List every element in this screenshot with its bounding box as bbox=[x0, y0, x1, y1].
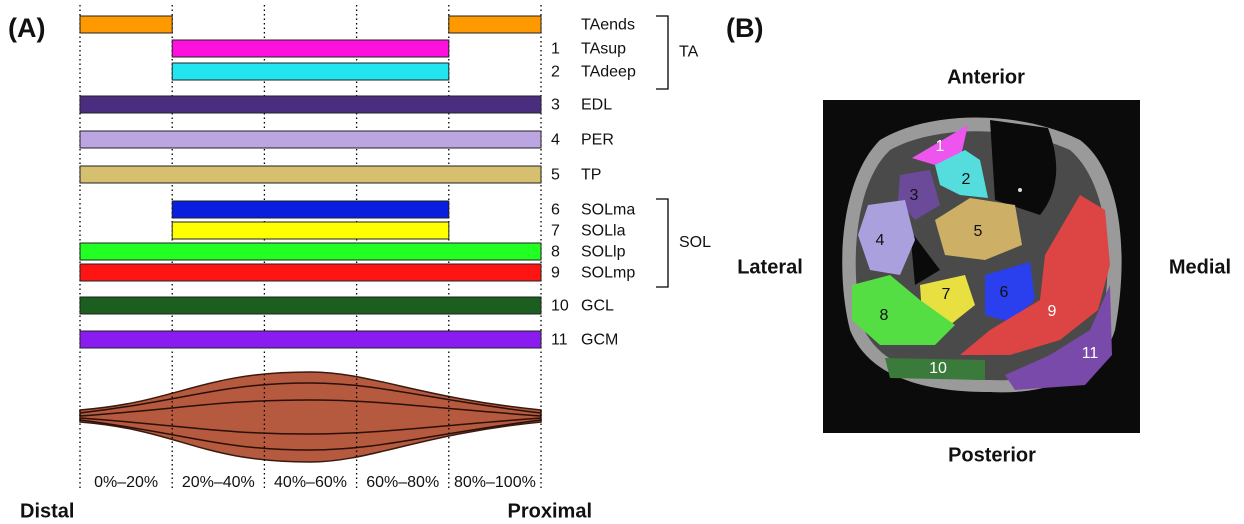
region-label: 7 bbox=[942, 286, 951, 303]
group-bracket bbox=[656, 199, 668, 287]
region-label: 9 bbox=[1048, 303, 1057, 320]
region-label: 4 bbox=[876, 232, 885, 249]
segment-label: 0%–20% bbox=[94, 474, 158, 491]
row-name: TP bbox=[581, 167, 601, 184]
region-label: 2 bbox=[962, 171, 971, 188]
row-name: SOLma bbox=[581, 202, 635, 219]
row-name: TAends bbox=[581, 17, 635, 34]
row-number: 11 bbox=[551, 332, 568, 349]
group-label: SOL bbox=[679, 234, 711, 251]
row-name: SOLla bbox=[581, 223, 626, 240]
row-number: 7 bbox=[551, 223, 560, 240]
row-number: 10 bbox=[551, 298, 569, 315]
orientation-label: Anterior bbox=[947, 66, 1025, 88]
end-label: Proximal bbox=[508, 500, 592, 522]
panel-label: (B) bbox=[726, 13, 763, 43]
region-label: 11 bbox=[1082, 345, 1099, 362]
orientation-label: Medial bbox=[1169, 256, 1231, 278]
row-name: SOLlp bbox=[581, 244, 626, 261]
row-name: TAsup bbox=[581, 41, 626, 58]
segment-label: 80%–100% bbox=[454, 474, 536, 491]
panel-label: (A) bbox=[8, 13, 45, 43]
muscle-drawing bbox=[80, 372, 541, 462]
row-number: 2 bbox=[551, 64, 560, 81]
row-name: GCM bbox=[581, 332, 618, 349]
range-bar bbox=[80, 166, 541, 183]
range-bar bbox=[80, 243, 541, 260]
region-label: 3 bbox=[910, 187, 919, 204]
range-bar bbox=[80, 96, 541, 113]
row-number: 3 bbox=[551, 97, 560, 114]
row-name: EDL bbox=[581, 97, 612, 114]
range-bar bbox=[80, 264, 541, 281]
segment-label: 60%–80% bbox=[366, 474, 439, 491]
group-label: TA bbox=[679, 44, 699, 61]
row-number: 8 bbox=[551, 244, 560, 261]
row-name: SOLmp bbox=[581, 265, 635, 282]
range-bar bbox=[80, 297, 541, 314]
row-number: 5 bbox=[551, 167, 560, 184]
group-bracket bbox=[656, 16, 668, 89]
region-label: 1 bbox=[936, 138, 945, 155]
end-label: Distal bbox=[20, 500, 74, 522]
segment-label: 40%–60% bbox=[274, 474, 347, 491]
orientation-label: Lateral bbox=[737, 256, 803, 278]
range-bar bbox=[80, 16, 172, 33]
row-number: 1 bbox=[551, 41, 560, 58]
range-bar bbox=[172, 40, 449, 57]
row-number: 9 bbox=[551, 265, 560, 282]
segment-label: 20%–40% bbox=[182, 474, 255, 491]
region-label: 10 bbox=[929, 360, 947, 377]
range-bar bbox=[172, 222, 449, 239]
row-name: TAdeep bbox=[581, 64, 636, 81]
row-name: PER bbox=[581, 132, 614, 149]
range-bar bbox=[80, 331, 541, 348]
orientation-label: Posterior bbox=[948, 444, 1036, 466]
mri-image bbox=[823, 100, 1140, 433]
range-bar bbox=[172, 63, 449, 80]
row-number: 6 bbox=[551, 202, 560, 219]
figure: (A) (B) 1 2 3 4 5 6 7 8 9 10 bbox=[0, 0, 1244, 524]
region-label: 6 bbox=[1000, 284, 1009, 301]
row-number: 4 bbox=[551, 132, 560, 149]
range-bar bbox=[449, 16, 541, 33]
range-bar bbox=[80, 131, 541, 148]
range-bar bbox=[172, 201, 449, 218]
region-label: 5 bbox=[974, 223, 983, 240]
region-label: 8 bbox=[880, 307, 889, 324]
row-name: GCL bbox=[581, 298, 614, 315]
